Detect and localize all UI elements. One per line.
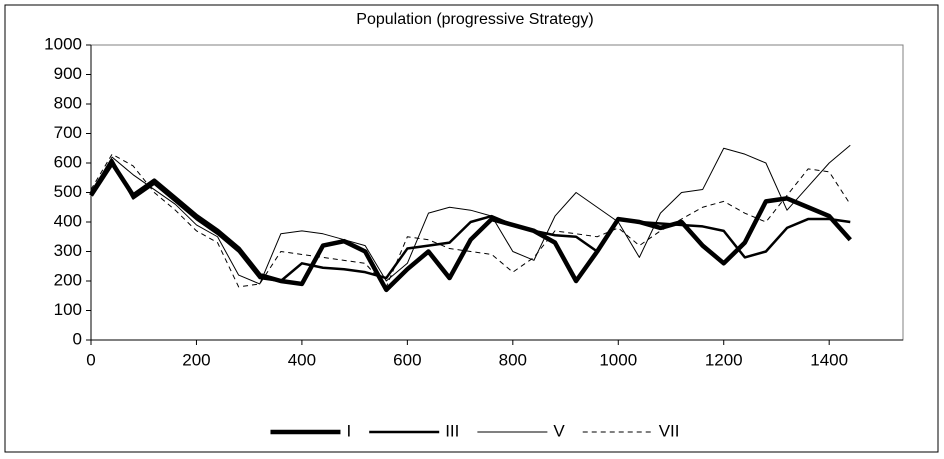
y-tick-label: 900 [54, 64, 82, 83]
chart-title: Population (progressive Strategy) [356, 11, 593, 28]
legend-label: III [445, 421, 459, 440]
y-tick-label: 600 [54, 152, 82, 171]
y-tick-label: 0 [73, 329, 82, 348]
y-tick-label: 800 [54, 93, 82, 112]
x-tick-label: 400 [288, 350, 316, 369]
x-tick-label: 1200 [705, 350, 743, 369]
y-tick-label: 500 [54, 182, 82, 201]
legend-label: I [346, 421, 351, 440]
y-tick-label: 100 [54, 300, 82, 319]
series-line [89, 160, 852, 293]
chart-border [4, 4, 939, 453]
x-tick-label: 800 [499, 350, 527, 369]
y-tick-label: 1000 [44, 34, 82, 53]
x-tick-label: 0 [86, 350, 95, 369]
legend-label: V [553, 421, 565, 440]
series-line [90, 153, 851, 288]
series-line [89, 158, 851, 283]
y-tick-label: 700 [54, 123, 82, 142]
x-tick-label: 1000 [599, 350, 637, 369]
legend-label: VII [659, 421, 680, 440]
y-tick-label: 300 [54, 241, 82, 260]
x-tick-label: 600 [393, 350, 421, 369]
series-line [90, 144, 851, 285]
x-tick-label: 200 [182, 350, 210, 369]
y-tick-label: 200 [54, 270, 82, 289]
x-tick-label: 1400 [810, 350, 848, 369]
y-tick-label: 400 [54, 211, 82, 230]
